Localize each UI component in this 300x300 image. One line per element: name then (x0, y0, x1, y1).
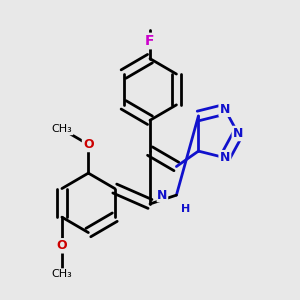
Text: F: F (145, 34, 155, 48)
Text: N: N (233, 127, 243, 140)
Text: N: N (157, 189, 168, 202)
Text: O: O (57, 239, 67, 252)
Text: O: O (83, 138, 94, 151)
Text: CH₃: CH₃ (52, 124, 72, 134)
Text: CH₃: CH₃ (52, 269, 72, 279)
Text: H: H (181, 204, 190, 214)
Text: N: N (220, 151, 230, 164)
Text: N: N (220, 103, 230, 116)
